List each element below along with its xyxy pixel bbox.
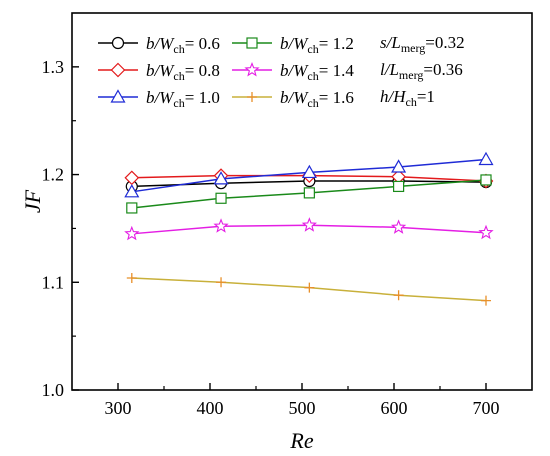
data-point [393, 290, 404, 301]
data-point [478, 151, 494, 166]
legend-marker [111, 36, 125, 50]
x-tick-label: 500 [289, 398, 316, 418]
data-point [480, 174, 492, 186]
y-tick-label: 1.2 [42, 165, 65, 185]
legend-label: b/Wch= 0.8 [146, 61, 220, 83]
legend-label: b/Wch= 1.2 [280, 34, 354, 56]
data-point [301, 217, 317, 232]
annotation-2: h/Hch=1 [380, 87, 435, 109]
legend-marker [110, 89, 126, 103]
legend-item-3: b/Wch= 1.2 [232, 34, 354, 56]
parameter-annotations: s/Lmerg=0.32 l/Lmerg=0.36 h/Hch=1 [380, 33, 465, 109]
y-tick-label: 1.0 [42, 380, 65, 400]
series-4 [124, 217, 494, 241]
series-layer [124, 151, 494, 306]
legend-item-1: b/Wch= 0.8 [98, 61, 220, 83]
y-tick-label: 1.3 [42, 57, 65, 77]
annotation-1: l/Lmerg=0.36 [380, 60, 463, 82]
x-axis: 300 400 500 600 700 [105, 383, 500, 418]
x-tick-label: 400 [197, 398, 224, 418]
series-5 [126, 272, 491, 306]
x-tick-label: 300 [105, 398, 132, 418]
legend-item-4: b/Wch= 1.4 [232, 61, 354, 83]
legend-item-2: b/Wch= 1.0 [98, 88, 220, 110]
legend: b/Wch= 0.6 b/Wch= 0.8 b/Wch= 1.0 b/Wch= 1.2… [98, 34, 354, 110]
x-tick-label: 600 [381, 398, 408, 418]
y-tick-label: 1.1 [42, 272, 65, 292]
data-point [390, 219, 407, 234]
data-point [304, 282, 315, 293]
data-point [213, 171, 229, 185]
y-axis: 1.0 1.1 1.2 1.3 [42, 57, 79, 400]
data-point [124, 225, 140, 241]
data-point [213, 218, 229, 233]
legend-marker [246, 37, 258, 49]
data-point [478, 224, 494, 240]
legend-label: b/Wch= 1.0 [146, 88, 220, 110]
data-point [481, 295, 491, 306]
y-axis-title: JF [20, 189, 45, 213]
data-point [301, 164, 317, 179]
annotation-0: s/Lmerg=0.32 [380, 33, 465, 55]
data-point [391, 159, 407, 173]
data-point [216, 277, 227, 288]
legend-label: b/Wch= 1.6 [280, 88, 354, 110]
legend-label: b/Wch= 0.6 [146, 34, 220, 56]
data-point [126, 202, 138, 214]
legend-marker [244, 61, 260, 77]
data-point [124, 170, 140, 186]
data-point [303, 187, 315, 199]
legend-marker [247, 92, 257, 102]
x-tick-label: 700 [473, 398, 500, 418]
data-point [393, 180, 405, 193]
series-2 [124, 151, 494, 198]
data-point [215, 192, 227, 204]
data-point [126, 272, 137, 283]
series-3 [126, 174, 492, 214]
x-axis-title: Re [289, 428, 313, 453]
legend-label: b/Wch= 1.4 [280, 61, 354, 83]
legend-marker [110, 62, 126, 78]
legend-item-0: b/Wch= 0.6 [98, 34, 220, 56]
data-point [124, 184, 140, 198]
legend-item-5: b/Wch= 1.6 [232, 88, 354, 110]
